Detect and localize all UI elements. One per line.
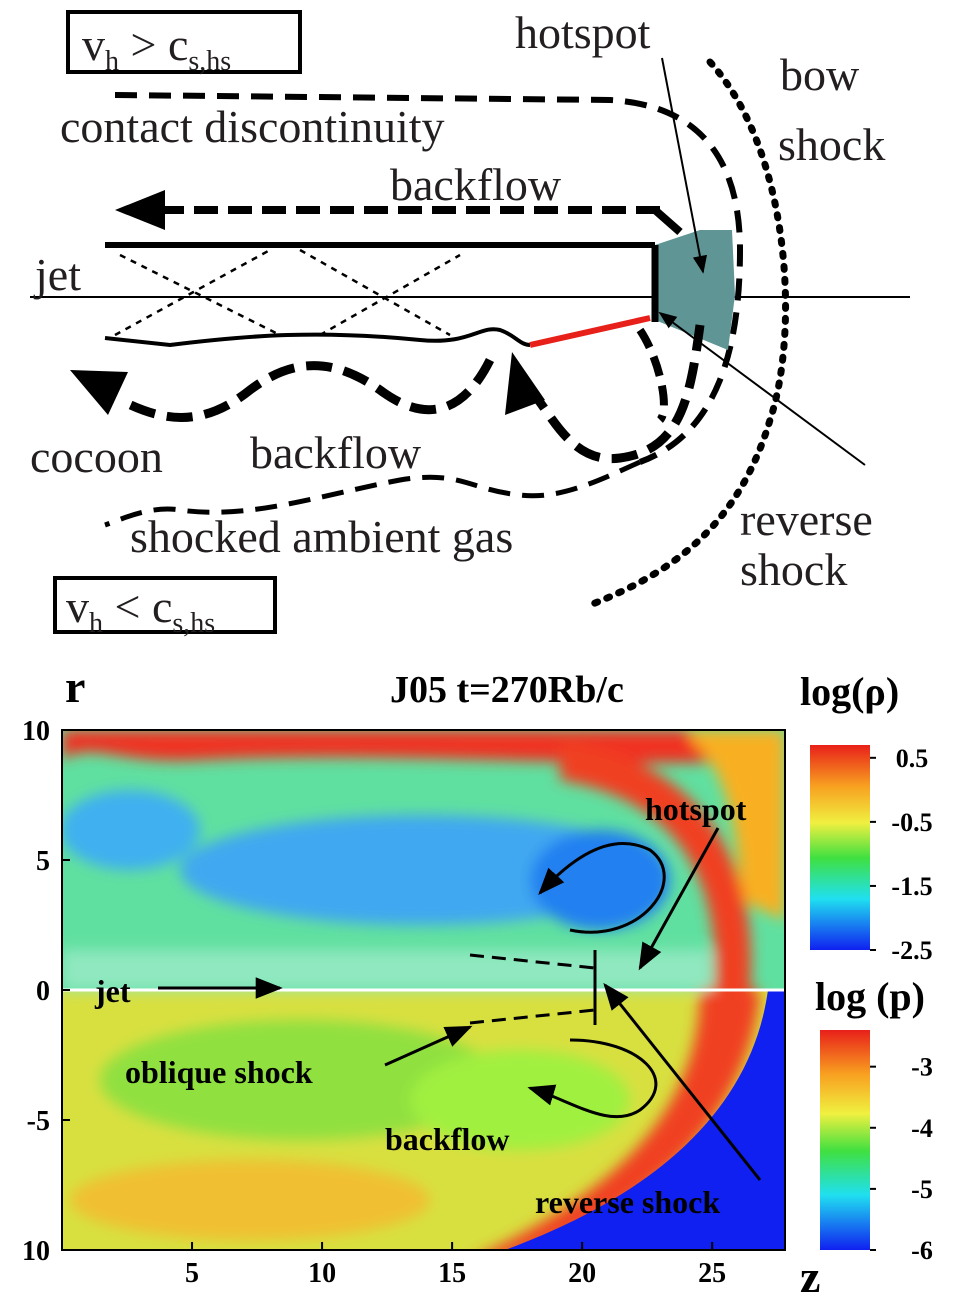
annotation: reverse shock <box>535 1184 720 1220</box>
y-tick-label: 0 <box>36 976 50 1007</box>
label: contact discontinuity <box>60 101 445 152</box>
subscript: s,hs <box>188 46 231 77</box>
arrowhead <box>115 190 165 230</box>
symbol: v <box>66 581 89 632</box>
subscript: h <box>105 46 119 77</box>
x-tick-label: 25 <box>698 1258 726 1289</box>
oblique-shock <box>530 318 650 345</box>
backflow-arrow <box>530 325 700 459</box>
operator: < c <box>103 581 172 632</box>
x-tick-label: 15 <box>438 1258 466 1289</box>
label: jet <box>33 249 81 300</box>
label: shocked ambient gas <box>130 511 513 562</box>
label: hotspot <box>515 7 651 58</box>
colorbar-tick-label: 0.5 <box>896 744 929 773</box>
x-tick-label: 5 <box>185 1258 199 1289</box>
colorbar-tick-label: -4 <box>911 1114 933 1143</box>
label: shock <box>740 544 847 595</box>
subscript: h <box>89 608 103 639</box>
backflow-arrow <box>640 330 664 420</box>
annotation: hotspot <box>645 791 747 827</box>
backflow-arrow <box>655 210 680 232</box>
jet-boundary <box>105 329 530 345</box>
internal-shocks <box>115 250 460 335</box>
colorbar-label: log (p) <box>815 974 925 1019</box>
y-tick-label: -5 <box>27 1106 50 1137</box>
y-tick-label: 5 <box>36 846 50 877</box>
annotation: oblique shock <box>125 1054 313 1090</box>
figure: vh > cs,hs vh < cs,hs hotspot bow shock … <box>0 0 966 1296</box>
label: shock <box>778 119 885 170</box>
label: backflow <box>250 427 422 478</box>
symbol: v <box>82 19 105 70</box>
schematic-labels: vh > cs,hs vh < cs,hs hotspot bow shock … <box>30 7 885 639</box>
condition-top: vh > cs,hs <box>82 19 231 77</box>
y-tick-label: 10 <box>22 1236 50 1267</box>
label: reverse <box>740 494 873 545</box>
y-axis-label: r <box>65 661 85 712</box>
colorbar <box>820 1030 870 1250</box>
annotation: backflow <box>385 1121 509 1157</box>
colorbar-tick-label: -6 <box>911 1236 933 1265</box>
plot-title: J05 t=270Rb/c <box>390 669 624 711</box>
colorbar-label: log(ρ) <box>800 669 899 714</box>
arrowhead <box>70 370 128 415</box>
x-tick-label: 20 <box>568 1258 596 1289</box>
colorbar-tick-label: -3 <box>911 1053 933 1082</box>
subscript: s,hs <box>172 608 215 639</box>
label: bow <box>780 49 860 100</box>
label: backflow <box>390 159 562 210</box>
y-tick-label: 10 <box>22 716 50 747</box>
condition-bottom: vh < cs,hs <box>66 581 215 639</box>
annotation: jet <box>94 973 131 1009</box>
colorbar-tick-label: -0.5 <box>891 808 932 837</box>
operator: > c <box>119 19 188 70</box>
x-axis-label: z <box>800 1251 820 1296</box>
colorbar-tick-label: -1.5 <box>891 872 932 901</box>
colorbar <box>810 745 870 950</box>
colorbar-tick-label: -5 <box>911 1175 933 1204</box>
label: cocoon <box>30 431 163 482</box>
x-tick-label: 10 <box>308 1258 336 1289</box>
colorbar-tick-label: -2.5 <box>891 936 932 965</box>
backflow-arrow <box>120 360 490 418</box>
